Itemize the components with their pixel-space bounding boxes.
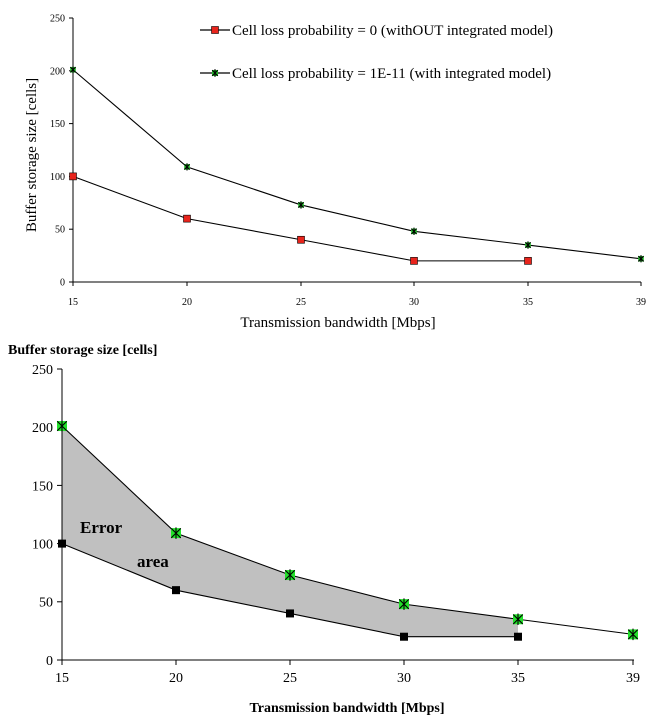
bottom-series-1-line	[61, 425, 634, 635]
top-series-1-point	[69, 66, 77, 74]
error-area-fill	[62, 426, 518, 637]
top-y-tick-label: 250	[50, 14, 65, 25]
top-line-chart: Buffer storage size [cells] Transmission…	[24, 14, 646, 332]
bottom-x-tick-label: 15	[55, 671, 69, 686]
bottom-series-0-point	[400, 632, 408, 641]
bottom-series-0-point	[514, 632, 522, 641]
bottom-y-tick-label: 250	[32, 363, 53, 378]
top-series-0-point	[69, 172, 77, 181]
bottom-series-1-point	[284, 569, 296, 581]
top-x-tick-label: 20	[182, 297, 192, 308]
bottom-series-0-point	[58, 539, 66, 548]
bottom-y-tick-label: 100	[32, 538, 53, 553]
error-area-annotation-line2: area	[137, 552, 169, 571]
bottom-x-tick-label: 30	[397, 671, 411, 686]
top-series-1-point	[297, 201, 305, 209]
top-x-axis-label: Transmission bandwidth [Mbps]	[240, 315, 435, 331]
top-series-1-point	[410, 227, 418, 235]
top-y-axis-label: Buffer storage size [cells]	[24, 78, 40, 232]
bottom-x-tick-label: 35	[511, 671, 525, 686]
bottom-x-tick-label: 39	[626, 671, 640, 686]
bottom-x-axis-label: Transmission bandwidth [Mbps]	[249, 701, 444, 716]
bottom-area-chart: Buffer storage size [cells] Transmission…	[8, 343, 640, 716]
legend-label-1: Cell loss probability = 1E-11 (with inte…	[232, 66, 551, 82]
top-y-tick-label: 100	[50, 172, 65, 183]
bottom-x-tick-label: 20	[169, 671, 183, 686]
bottom-y-tick-label: 0	[46, 654, 53, 669]
bottom-x-tick-label: 25	[283, 671, 297, 686]
bottom-series-1-point	[512, 613, 524, 626]
top-series-1-line	[72, 69, 642, 260]
bottom-series-0-point	[172, 586, 180, 595]
bottom-series-1-point	[170, 527, 182, 539]
bottom-y-tick-label: 200	[32, 421, 53, 436]
top-y-axis-title: Buffer storage size [cells]	[24, 78, 40, 232]
legend-marker-0	[211, 26, 219, 34]
top-series-0-point	[410, 257, 418, 265]
bottom-y-axis-label: Buffer storage size [cells]	[8, 343, 157, 358]
top-y-tick-label: 150	[50, 119, 65, 130]
top-series-1-point	[524, 241, 532, 249]
top-legend: Cell loss probability = 0 (withOUT integ…	[200, 23, 553, 82]
top-series-0-point	[183, 214, 191, 223]
bottom-series-1-point	[398, 598, 410, 610]
bottom-series-1-point	[56, 420, 68, 432]
bottom-series-1-point	[627, 628, 639, 641]
bottom-y-tick-label: 150	[32, 479, 53, 494]
error-area-annotation-line1: Error	[80, 518, 123, 537]
top-series-0-point	[524, 257, 532, 265]
top-series-1-point	[183, 163, 191, 171]
top-y-tick-label: 50	[55, 225, 65, 236]
top-y-tick-label: 0	[60, 278, 65, 289]
top-series-0-line	[72, 175, 528, 262]
top-x-tick-label: 35	[523, 297, 533, 308]
top-series-1-point	[637, 255, 645, 263]
top-x-tick-label: 30	[409, 297, 419, 308]
top-x-tick-label: 15	[68, 297, 78, 308]
top-x-tick-label: 25	[296, 297, 306, 308]
bottom-series-0-point	[286, 609, 294, 618]
top-series-0-point	[297, 235, 305, 244]
legend-label-0: Cell loss probability = 0 (withOUT integ…	[232, 23, 553, 39]
legend-marker-1	[211, 69, 219, 77]
bottom-y-tick-label: 50	[39, 596, 53, 611]
top-y-tick-label: 200	[50, 66, 65, 77]
top-x-tick-label: 39	[636, 297, 646, 308]
